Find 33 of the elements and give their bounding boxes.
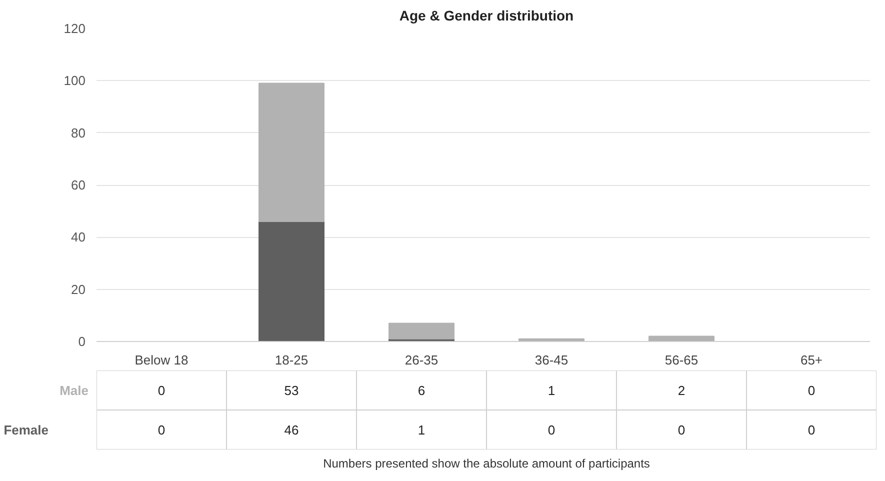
bar <box>258 221 324 342</box>
bar <box>388 322 454 340</box>
data-label: 0 <box>808 422 816 438</box>
x-tick-label: Below 18 <box>134 352 188 368</box>
x-tick-label: 56-65 <box>664 352 698 368</box>
x-tick-label: 65+ <box>800 352 823 368</box>
data-label: 0 <box>158 382 166 398</box>
data-label: 2 <box>678 382 686 398</box>
y-tick-label: 20 <box>71 282 86 297</box>
data-label: 1 <box>548 382 556 398</box>
y-tick-label: 80 <box>71 125 86 140</box>
bar <box>648 336 714 342</box>
text: Female <box>4 422 49 438</box>
text: Numbers presented show the absolute amount of participants <box>323 456 650 470</box>
data-label: 1 <box>418 422 426 438</box>
x-tick-label: 36-45 <box>534 352 568 368</box>
x-tick-label: 26-35 <box>404 352 438 368</box>
y-tick-label: 100 <box>64 73 86 88</box>
data-label: 53 <box>284 382 299 398</box>
data-label: 6 <box>418 382 426 398</box>
text: Male <box>60 382 89 398</box>
data-label: 0 <box>158 422 166 438</box>
data-label: 46 <box>284 422 299 438</box>
y-tick-label: 0 <box>78 334 86 349</box>
data-label: 0 <box>808 382 816 398</box>
x-tick-label: 18-25 <box>274 352 308 368</box>
data-label: 0 <box>548 422 556 438</box>
y-tick-label: 120 <box>64 21 86 36</box>
chart-title: Age & Gender distribution <box>399 8 574 24</box>
bar <box>258 82 324 222</box>
data-label: 0 <box>678 422 686 438</box>
y-tick-label: 40 <box>71 230 86 245</box>
y-tick-label: 60 <box>71 178 86 192</box>
